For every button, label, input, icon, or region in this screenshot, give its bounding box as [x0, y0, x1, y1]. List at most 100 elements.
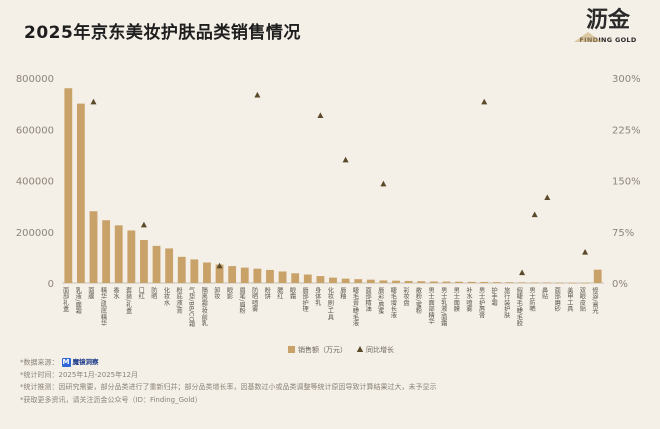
x-tick-label: 面部磨砂: [553, 287, 560, 313]
bar-chart: 0 200000 400000 600000 800000 0% 75% 150% 225% 30…: [16, 74, 641, 354]
x-tick-label: 男士护唇膏: [478, 287, 485, 319]
x-tick-label: 气垫/BB/CC霜: [188, 286, 195, 328]
bar: [593, 269, 602, 283]
x-tick-label: 护手霜: [490, 286, 497, 306]
y-left-tick-label: 600000: [16, 125, 54, 136]
bar: [240, 267, 249, 283]
bar: [442, 281, 451, 283]
bar: [455, 281, 463, 283]
legend-label-growth: 同比增长: [366, 345, 394, 354]
x-tick-label: 防晒喷雾: [251, 286, 258, 313]
bar: [543, 282, 552, 284]
bar: [215, 264, 224, 283]
y-right-tick-label: 150%: [612, 177, 641, 188]
legend-label-sales: 销售额（万元）: [298, 345, 347, 354]
bar: [190, 259, 199, 283]
x-tick-label: 眼影: [225, 287, 232, 301]
x-tick-label: 精华/肌底精华: [99, 286, 106, 327]
legend-swatch-bar: [288, 346, 295, 353]
x-tick-label: 化妆刷/工具: [326, 286, 333, 321]
brand-m-icon: M: [61, 358, 71, 367]
bar: [379, 280, 388, 283]
bar: [341, 278, 350, 283]
y-right-tick-label: 0%: [612, 279, 628, 290]
legend-swatch-growth: [356, 346, 364, 352]
bar: [505, 282, 514, 283]
bar: [76, 103, 85, 283]
footer-period: *统计时间：2025年1月-2025年12月: [20, 370, 139, 379]
x-tick-label: 套装/礼盒: [125, 286, 132, 314]
x-tick-label: 粉底液/膏: [175, 286, 182, 315]
bar: [404, 280, 413, 283]
bar: [329, 277, 337, 283]
bar: [480, 281, 489, 283]
bar: [266, 269, 274, 283]
x-tick-label: 面部礼盒: [62, 287, 69, 312]
logo-mark: 沥金: [585, 8, 630, 33]
x-tick-label: 粉饼: [263, 286, 270, 300]
x-tick-label: 唇部护理: [301, 287, 308, 312]
growth-marker: [140, 221, 147, 228]
x-tick-label: 彩妆盘: [402, 286, 409, 305]
x-tick-label: 男士防晒: [528, 287, 535, 313]
x-tick-label: 男士面膜: [452, 287, 459, 313]
bar: [114, 225, 123, 283]
footer-source-row: *数据来源： M 魔镜洞察: [20, 356, 640, 369]
x-tick-label: 补水喷雾: [465, 286, 472, 313]
growth-marker: [317, 112, 324, 118]
y-left-tick-label: 200000: [16, 228, 54, 239]
x-tick-label: 眼霜: [288, 287, 295, 301]
y-right-tick-label: 75%: [612, 228, 634, 239]
x-tick-label: 香水: [112, 286, 119, 299]
x-tick-label: 唇釉: [339, 287, 346, 301]
growth-marker: [254, 91, 261, 98]
bar: [140, 239, 148, 283]
growth-marker: [90, 98, 97, 105]
x-tick-label: 乳液/面霜: [74, 286, 81, 315]
x-tick-label: 面膜: [87, 287, 94, 301]
x-tick-label: 腮红: [276, 287, 283, 300]
bar: [492, 282, 501, 283]
source-brand-text: 魔镜洞察: [72, 358, 99, 366]
y-right-tick-label: 300%: [612, 74, 641, 85]
x-tick-label: 口红: [137, 287, 144, 300]
logo-triangle-icon: [574, 32, 602, 42]
bar: [278, 271, 287, 283]
bar: [316, 276, 325, 283]
growth-marker: [380, 180, 387, 187]
bar: [467, 281, 476, 283]
x-tick-label: 男士乳液/面霜: [440, 287, 447, 328]
x-tick-label: 修容/高光: [591, 286, 598, 315]
chart-title: 2025年京东美妆护肤品类销售情况: [24, 23, 301, 43]
bar: [203, 262, 211, 283]
x-tick-label: 眉笔/眉粉: [238, 287, 245, 315]
x-tick-label: 鼻贴: [541, 286, 548, 300]
y-left-tick-label: 400000: [16, 177, 54, 188]
bar: [555, 282, 564, 284]
bar: [177, 256, 186, 283]
bar: [366, 279, 375, 283]
x-tick-label: 唇彩/唇蜜: [377, 287, 384, 315]
bar: [354, 279, 363, 283]
footer-note: *统计推测：因研究需要，部分品类进行了重新归并；部分品类增长率，因基数过小或品类…: [20, 383, 437, 392]
bar: [102, 220, 111, 283]
growth-marker: [216, 262, 223, 269]
y-left-tick-label: 800000: [16, 74, 54, 85]
bar: [89, 211, 98, 283]
bar: [127, 230, 136, 283]
bar: [253, 268, 262, 283]
bar: [165, 248, 174, 283]
growth-marker: [544, 194, 551, 200]
logo-subtitle: FINDING GOLD: [579, 36, 637, 44]
bar: [64, 88, 73, 283]
bar: [530, 282, 539, 284]
bar: [228, 266, 237, 283]
growth-marker: [519, 269, 526, 276]
footer-more: *获取更多资讯，请关注沥金公众号（ID：Finding_Gold）: [20, 395, 202, 404]
x-tick-label: 防晒: [150, 286, 157, 300]
bar: [303, 274, 312, 283]
x-tick-label: 隔离霜/妆前乳: [200, 286, 207, 326]
bar: [152, 245, 161, 283]
growth-marker: [582, 249, 589, 255]
